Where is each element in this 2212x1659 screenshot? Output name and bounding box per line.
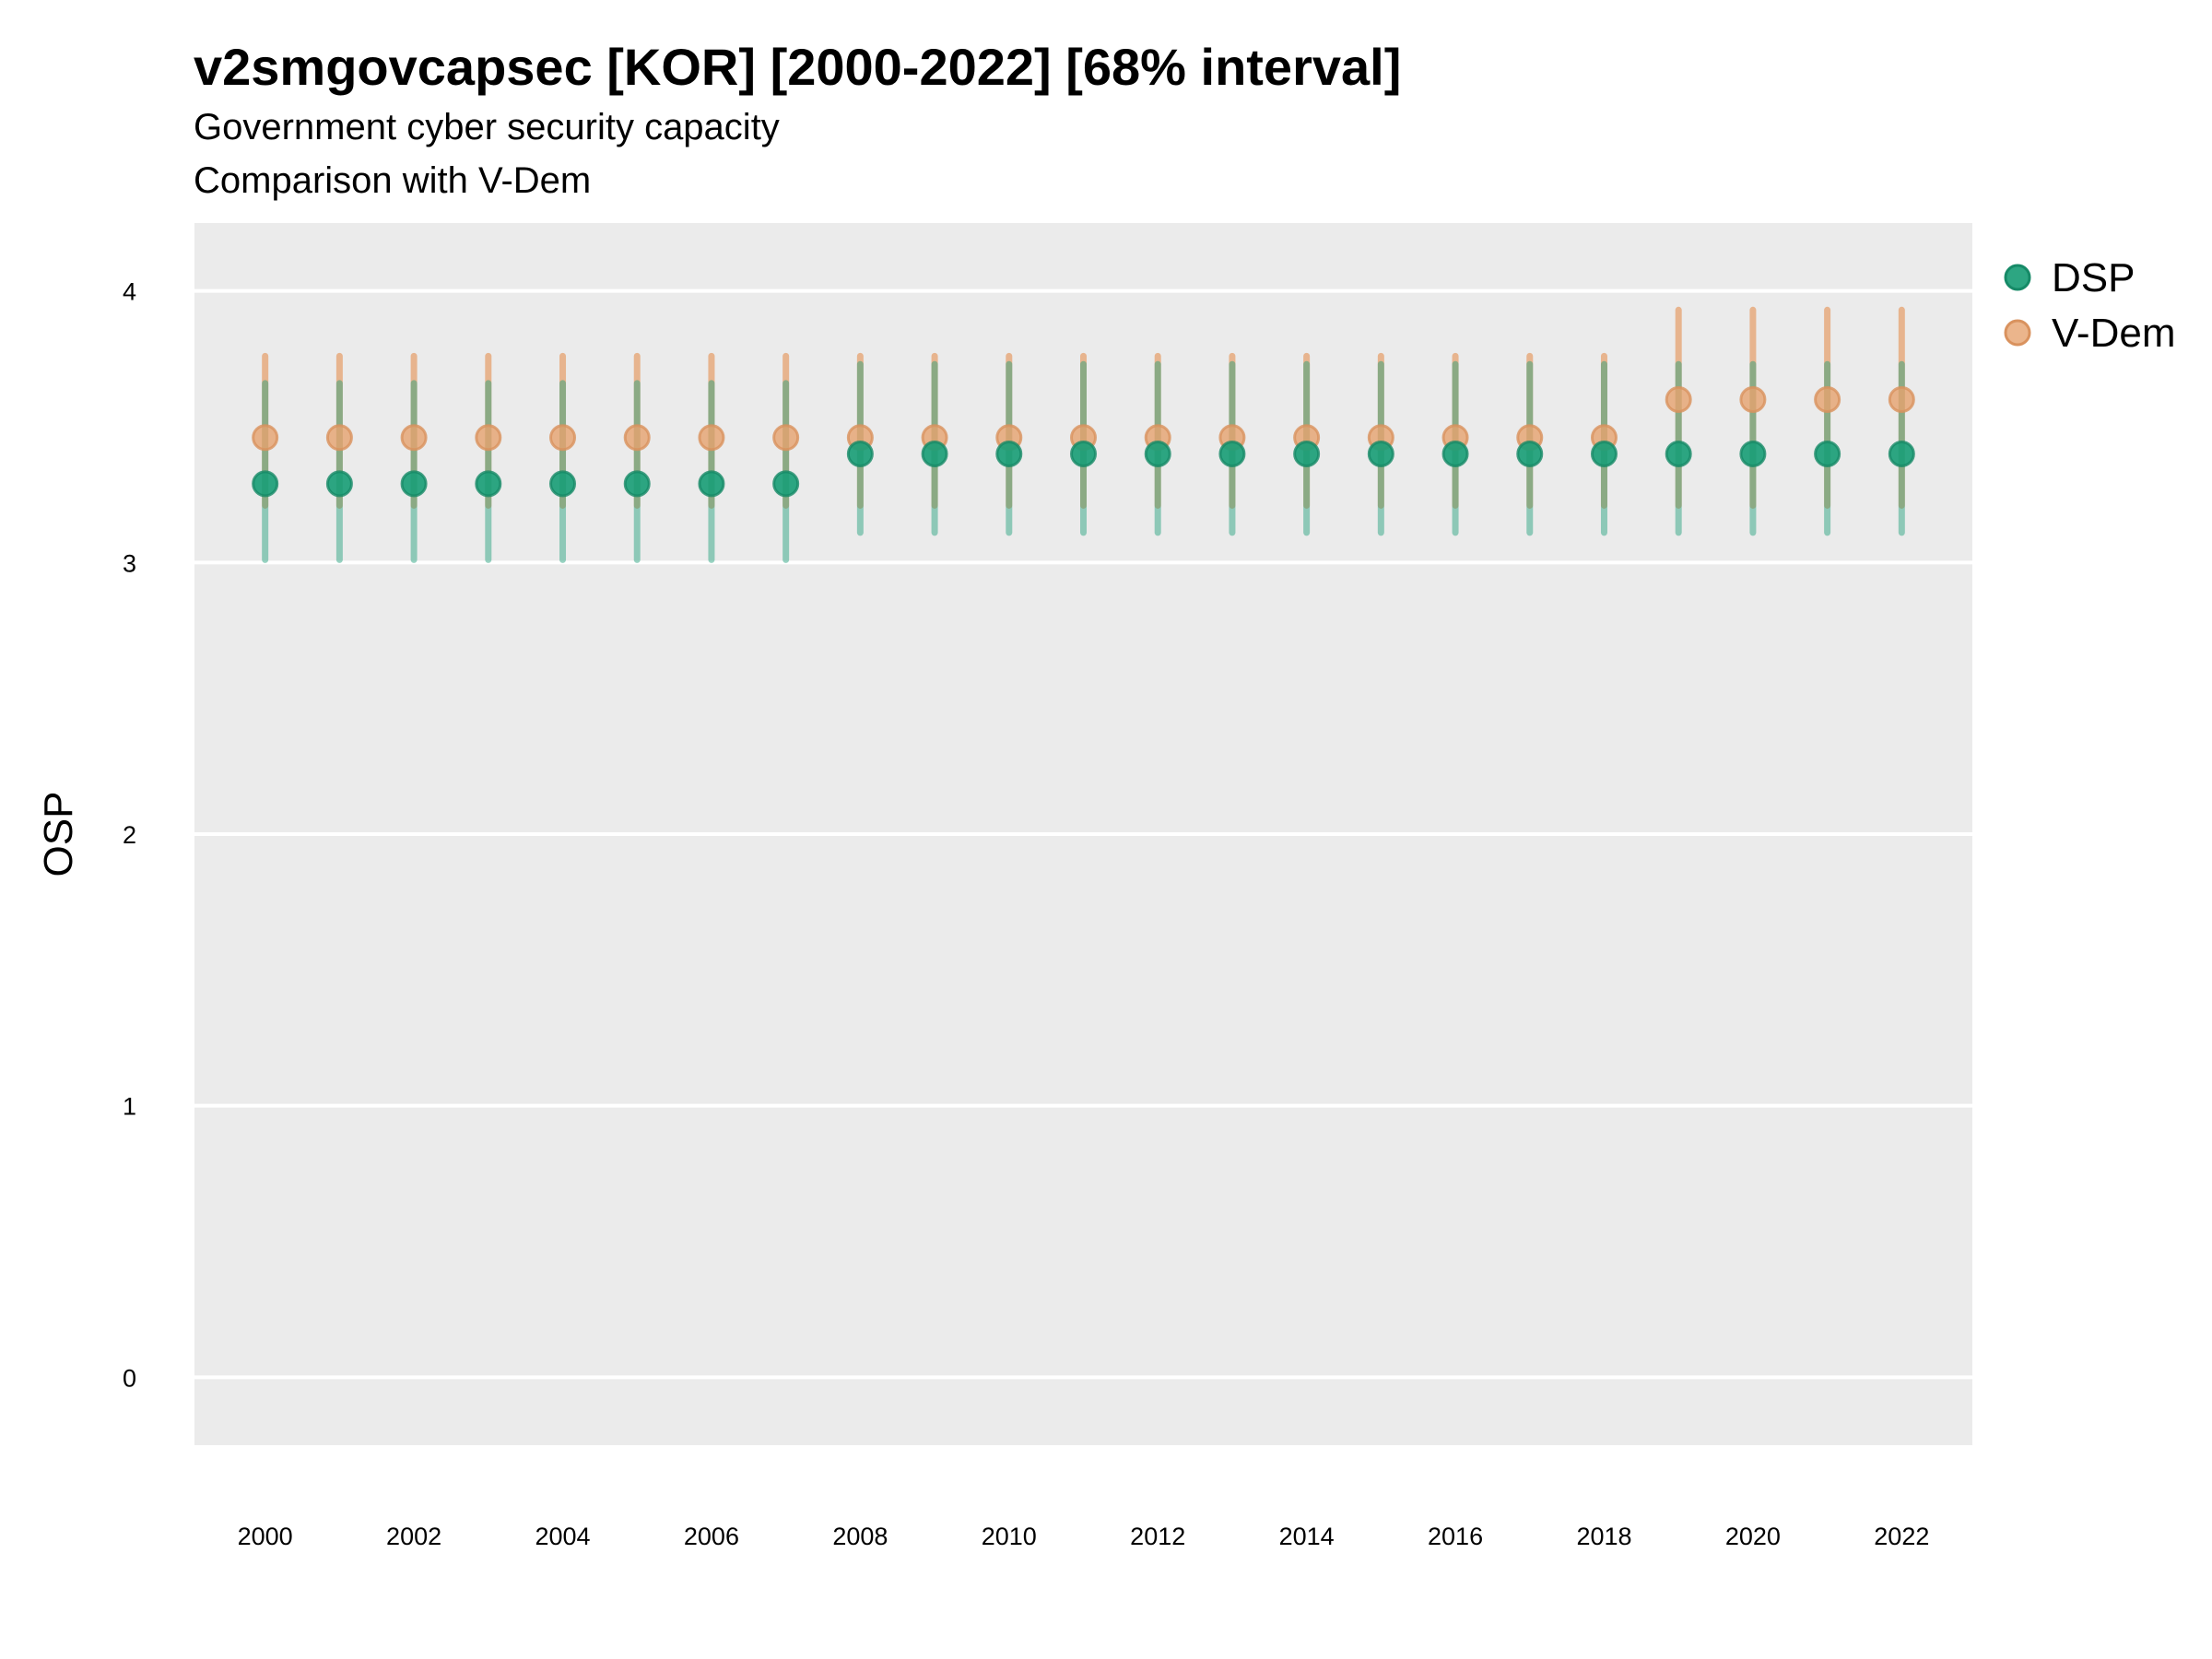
dsp-point-2021 xyxy=(1814,440,1841,467)
y-tick-label-0: 0 xyxy=(123,1364,136,1392)
dsp-point-2010 xyxy=(995,440,1023,467)
dsp-point-2012 xyxy=(1144,440,1171,467)
legend-dsp-label: DSP xyxy=(2052,255,2135,300)
dsp-point-2022 xyxy=(1888,440,1915,467)
x-tick-label-2014: 2014 xyxy=(1279,1523,1335,1550)
x-tick-label-2006: 2006 xyxy=(684,1523,739,1550)
vdem-point-2022 xyxy=(1888,386,1915,414)
legend-vdem-label: V-Dem xyxy=(2052,311,2175,356)
vdem-point-2000 xyxy=(252,424,279,452)
dsp-point-2017 xyxy=(1516,440,1544,467)
dsp-point-2018 xyxy=(1590,440,1618,467)
dsp-point-layer xyxy=(252,440,1915,498)
y-tick-label-3: 3 xyxy=(123,549,136,577)
dsp-point-2007 xyxy=(772,470,800,498)
x-tick-label-2012: 2012 xyxy=(1130,1523,1185,1550)
dsp-point-2000 xyxy=(252,470,279,498)
dsp-point-2020 xyxy=(1739,440,1767,467)
dsp-point-2013 xyxy=(1218,440,1246,467)
dsp-point-2019 xyxy=(1665,440,1692,467)
y-axis-ticks: 0 1 2 3 4 xyxy=(123,278,136,1393)
y-tick-label-1: 1 xyxy=(123,1093,136,1121)
dsp-point-2011 xyxy=(1070,440,1097,467)
dsp-point-2015 xyxy=(1367,440,1394,467)
vdem-point-2019 xyxy=(1665,386,1692,414)
gridlines xyxy=(194,288,1972,1380)
dsp-point-2016 xyxy=(1441,440,1469,467)
vdem-point-2005 xyxy=(623,424,651,452)
dsp-point-2001 xyxy=(325,470,353,498)
dsp-point-2006 xyxy=(698,470,725,498)
vdem-point-2004 xyxy=(549,424,577,452)
vdem-point-2021 xyxy=(1814,386,1841,414)
x-tick-label-2010: 2010 xyxy=(982,1523,1037,1550)
chart-title: v2smgovcapsec [KOR] [2000-2022] [68% int… xyxy=(194,38,1402,96)
legend-dsp-key xyxy=(2004,264,2031,291)
vdem-point-2003 xyxy=(475,424,502,452)
y-tick-label-2: 2 xyxy=(123,821,136,849)
x-tick-label-2008: 2008 xyxy=(832,1523,888,1550)
y-tick-label-4: 4 xyxy=(123,278,136,306)
dsp-point-2002 xyxy=(400,470,428,498)
dsp-point-2014 xyxy=(1293,440,1321,467)
vdem-point-2007 xyxy=(772,424,800,452)
x-tick-label-2020: 2020 xyxy=(1725,1523,1781,1550)
vdem-point-2020 xyxy=(1739,386,1767,414)
x-tick-label-2018: 2018 xyxy=(1576,1523,1631,1550)
chart-subtitle-line-2: Comparison with V-Dem xyxy=(194,160,592,201)
vdem-point-2001 xyxy=(325,424,353,452)
dsp-point-2005 xyxy=(623,470,651,498)
x-tick-label-2022: 2022 xyxy=(1874,1523,1929,1550)
x-axis-ticks: 2000 2002 2004 2006 2008 2010 2012 2014 2016 2018… xyxy=(238,1523,1930,1550)
legend-vdem-key xyxy=(2004,319,2031,347)
dsp-point-2009 xyxy=(921,440,948,467)
vdem-point-2002 xyxy=(400,424,428,452)
dsp-point-2008 xyxy=(846,440,874,467)
x-tick-label-2016: 2016 xyxy=(1428,1523,1483,1550)
vdem-point-2006 xyxy=(698,424,725,452)
chart-subtitle-line-1: Government cyber security capacity xyxy=(194,107,780,147)
dsp-point-2003 xyxy=(475,470,502,498)
y-axis-label: OSP xyxy=(36,792,81,877)
dsp-point-2004 xyxy=(549,470,577,498)
x-tick-label-2004: 2004 xyxy=(535,1523,590,1550)
legend: DSP V-Dem xyxy=(2004,255,2175,356)
x-tick-label-2000: 2000 xyxy=(238,1523,293,1550)
x-tick-label-2002: 2002 xyxy=(386,1523,441,1550)
